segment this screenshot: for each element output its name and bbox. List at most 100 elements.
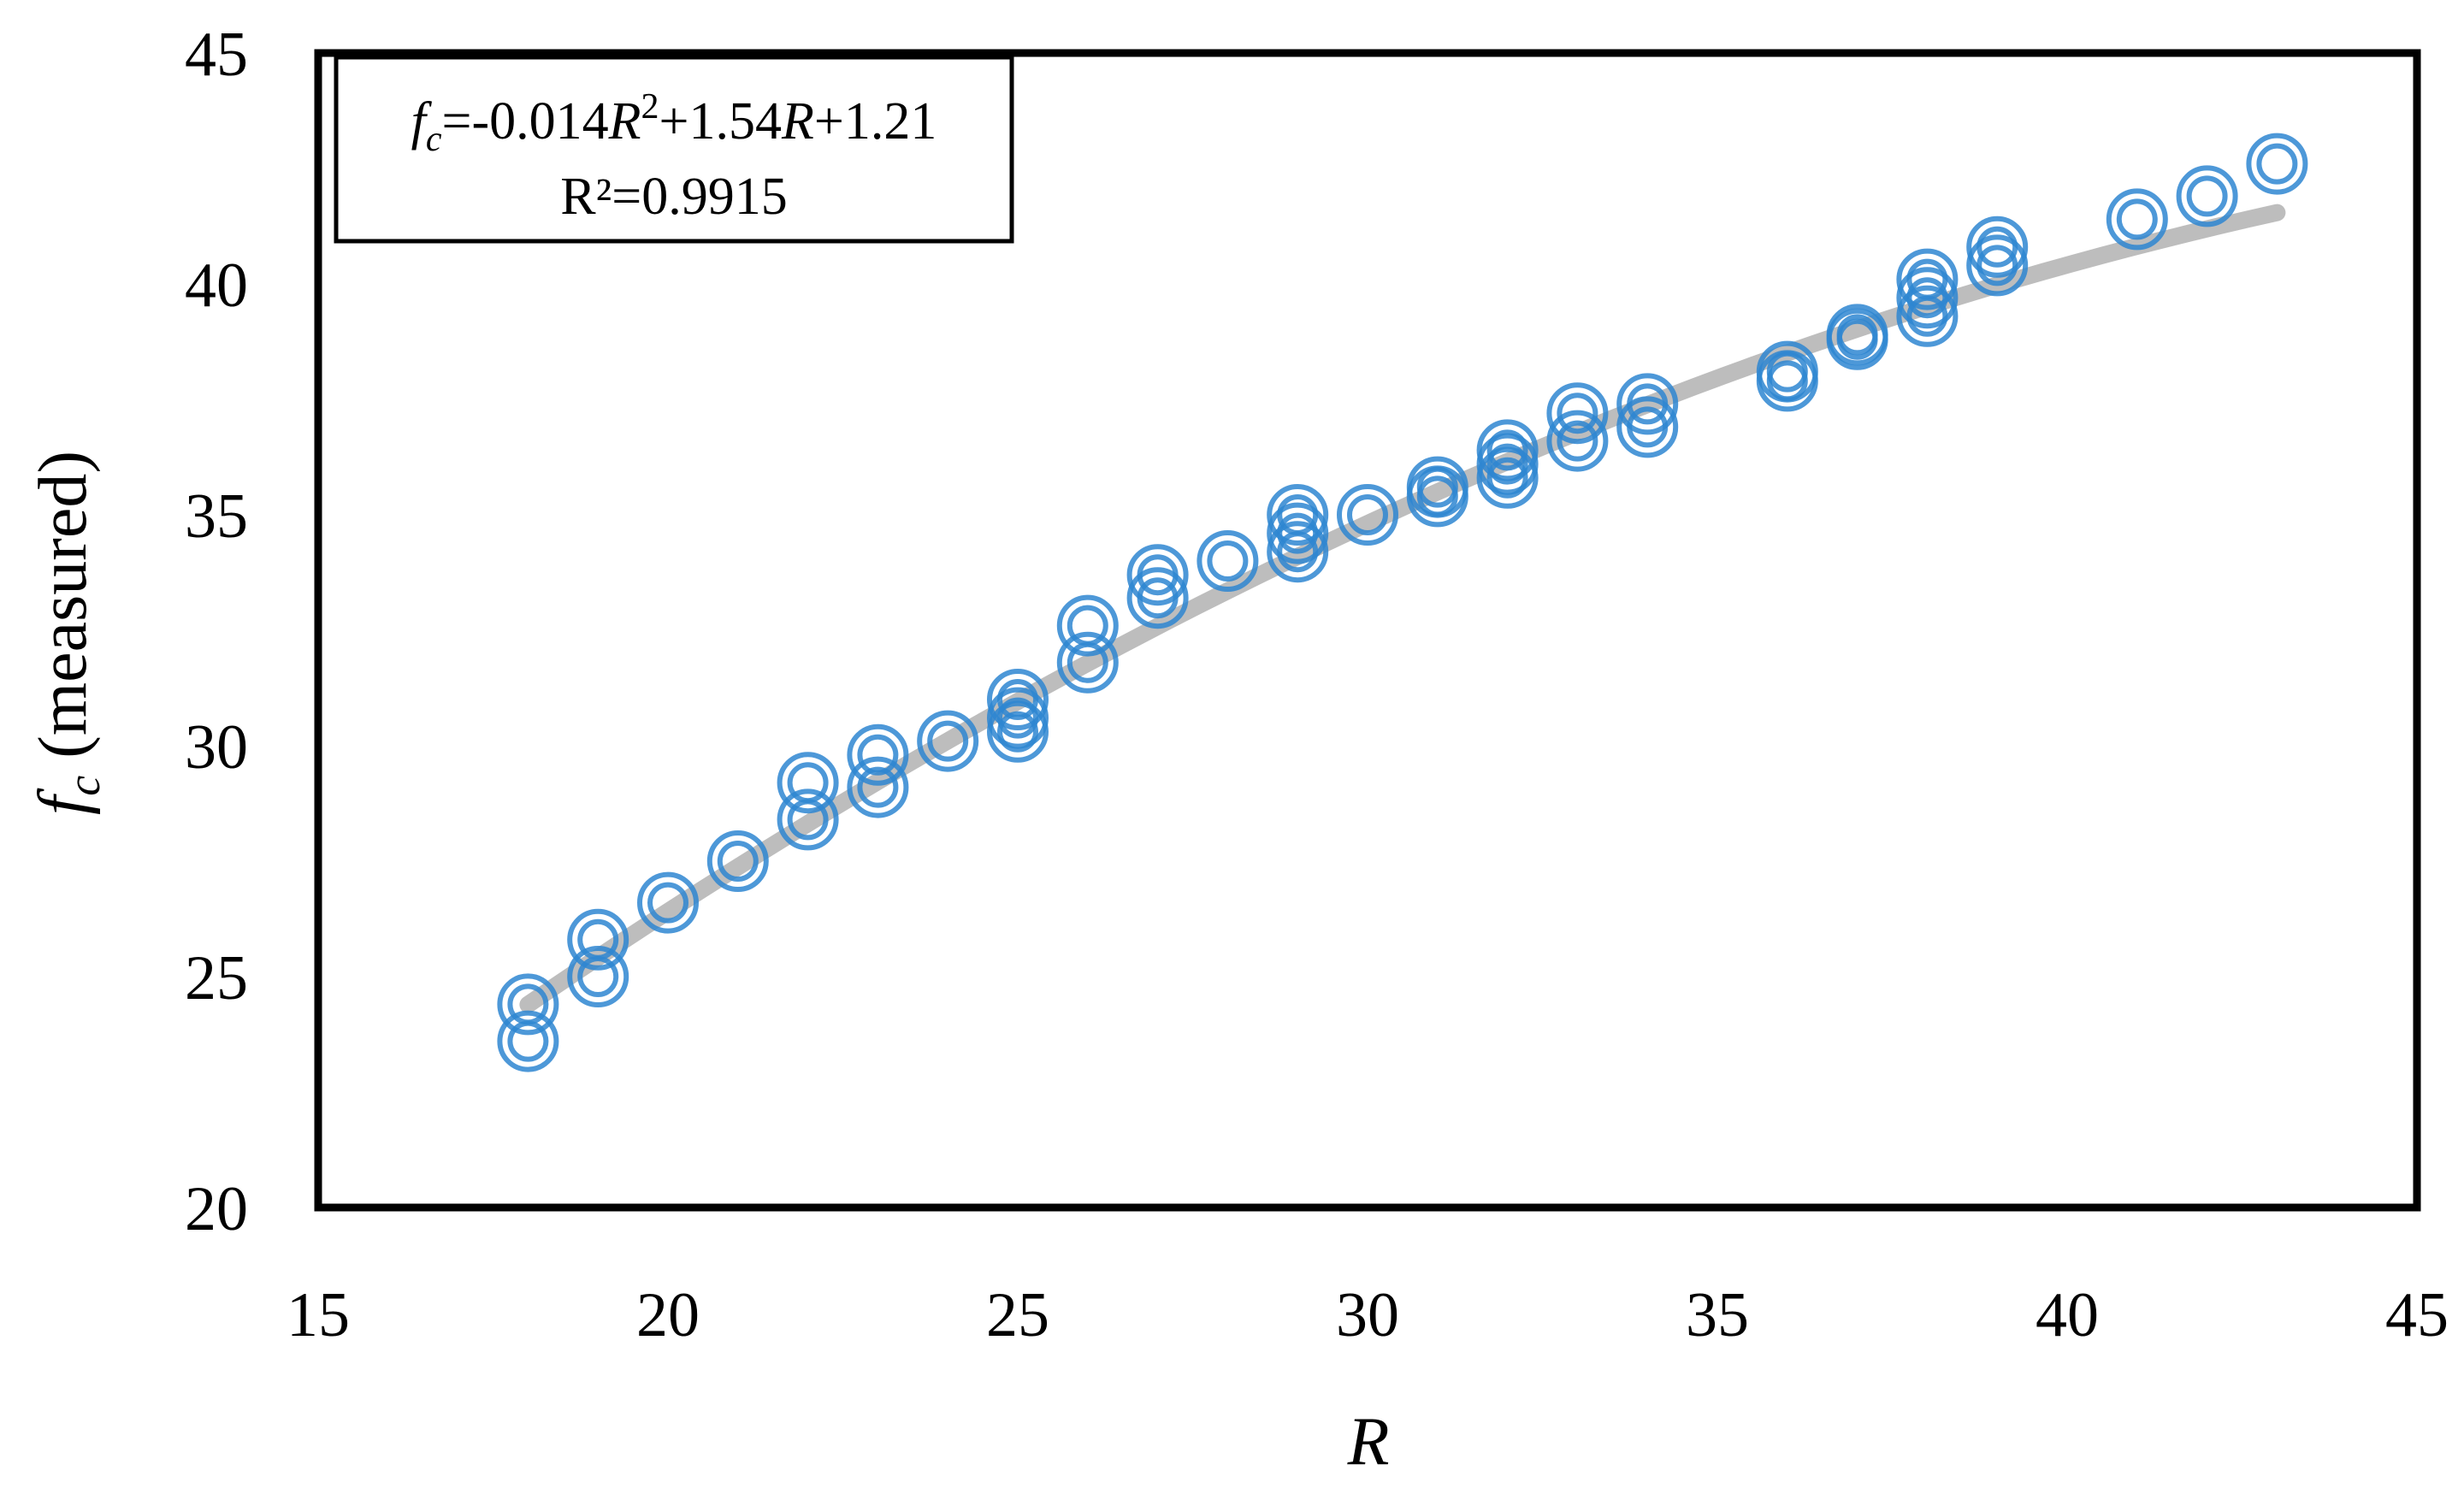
data-point (706, 830, 769, 892)
data-point-outer-ring (777, 788, 839, 851)
data-point-outer-ring (1616, 373, 1679, 435)
plot-area-frame (314, 49, 2421, 1212)
data-point-inner-ring (2186, 175, 2228, 217)
data-point-inner-ring (1347, 494, 1388, 535)
data-point-inner-ring (1277, 531, 1319, 573)
x-axis-title: R (1347, 1404, 1390, 1479)
data-point-outer-ring (1966, 216, 2029, 278)
data-point-inner-ring (997, 697, 1038, 739)
data-point-outer-ring (1267, 521, 1329, 583)
data-point (1337, 484, 1398, 546)
data-point (987, 700, 1049, 763)
data-point-inner-ring (507, 1020, 549, 1062)
data-point (987, 687, 1049, 749)
data-point-inner-ring (1766, 360, 1808, 402)
data-point (2176, 165, 2238, 227)
data-point (1197, 530, 1259, 592)
data-point-outer-ring (1126, 567, 1189, 629)
data-point-outer-ring (1546, 382, 1609, 445)
eq-rhs-var2: R (781, 92, 814, 151)
data-point-inner-ring (2116, 198, 2158, 240)
x-tick-label: 25 (986, 1280, 1049, 1350)
data-point-outer-ring (1267, 484, 1329, 546)
data-point-outer-ring (1126, 544, 1189, 606)
eq-rhs-part2: +1.54 (659, 92, 782, 151)
x-tick-label: 15 (287, 1280, 350, 1350)
data-point (2106, 188, 2168, 251)
data-point (1056, 631, 1119, 694)
data-point-inner-ring (647, 882, 688, 924)
data-point (1546, 410, 1609, 472)
data-point (1476, 446, 1539, 509)
data-point (1406, 465, 1468, 528)
data-point (2246, 133, 2308, 195)
data-point (1267, 521, 1329, 583)
data-point-outer-ring (1616, 396, 1679, 458)
data-point (1826, 308, 1888, 370)
x-tick-label: 30 (1336, 1280, 1399, 1350)
data-point-inner-ring (1906, 295, 1948, 337)
data-point (1756, 350, 1818, 412)
data-point-inner-ring (857, 734, 899, 776)
data-point-inner-ring (997, 711, 1038, 753)
data-point-inner-ring (1557, 393, 1598, 434)
data-point-outer-ring (567, 946, 629, 1007)
x-tick-label: 20 (636, 1280, 700, 1350)
r-squared-label: R²=0.9915 (560, 168, 787, 226)
data-point-outer-ring (1756, 350, 1818, 412)
data-point (847, 756, 909, 818)
y-tick-labels: 20 25 30 35 40 45 (185, 20, 248, 1244)
data-point-outer-ring (1337, 484, 1398, 546)
data-point-inner-ring (927, 720, 969, 762)
data-point-inner-ring (787, 799, 829, 841)
eq-rhs-part1: =-0.014 (442, 92, 609, 151)
data-point (1126, 567, 1189, 629)
data-point-outer-ring (1476, 419, 1539, 481)
data-point-outer-ring (1826, 308, 1888, 370)
data-point-outer-ring (917, 710, 979, 772)
data-point (567, 946, 629, 1007)
data-point-outer-ring (2106, 188, 2168, 251)
data-point-outer-ring (2176, 165, 2238, 227)
data-point-outer-ring (847, 756, 909, 818)
y-axis-title-rest: (measured) (26, 451, 101, 776)
equation-box: fc=-0.014R2+1.54R+1.21 R²=0.9915 (334, 55, 1014, 244)
data-point-outer-ring (987, 687, 1049, 749)
data-point-outer-ring (706, 830, 769, 892)
data-point (777, 788, 839, 851)
data-point (497, 1010, 559, 1072)
data-point-outer-ring (847, 723, 909, 786)
eq-rhs-sup: 2 (641, 87, 659, 127)
data-point-inner-ring (1486, 429, 1528, 471)
data-point-inner-ring (1486, 443, 1528, 485)
data-point (1616, 396, 1679, 458)
data-point-outer-ring (1896, 267, 1959, 329)
data-point-outer-ring (987, 700, 1049, 763)
data-point (1546, 382, 1609, 445)
data-point-inner-ring (1067, 641, 1108, 683)
data-point-inner-ring (1416, 475, 1458, 517)
y-tick-label: 30 (185, 712, 248, 782)
data-point (917, 710, 979, 772)
data-point-inner-ring (1977, 245, 2018, 286)
data-point-inner-ring (2256, 143, 2298, 185)
data-point-outer-ring (1197, 530, 1259, 592)
data-point-outer-ring (637, 871, 699, 934)
data-point-inner-ring (577, 956, 619, 997)
eq-lhs-sub: c (426, 120, 442, 159)
data-point-outer-ring (2246, 133, 2308, 195)
data-point-outer-ring (497, 1010, 559, 1072)
data-point-inner-ring (857, 766, 899, 808)
x-tick-label: 45 (2385, 1280, 2449, 1350)
data-point-inner-ring (1486, 457, 1528, 499)
data-point-inner-ring (1137, 577, 1179, 619)
y-axis-title: fc (measured) (26, 451, 109, 815)
data-point-outer-ring (1476, 446, 1539, 509)
data-point (1476, 433, 1539, 495)
data-point (1476, 419, 1539, 481)
data-point-outer-ring (987, 669, 1049, 730)
data-point-inner-ring (1207, 540, 1249, 582)
